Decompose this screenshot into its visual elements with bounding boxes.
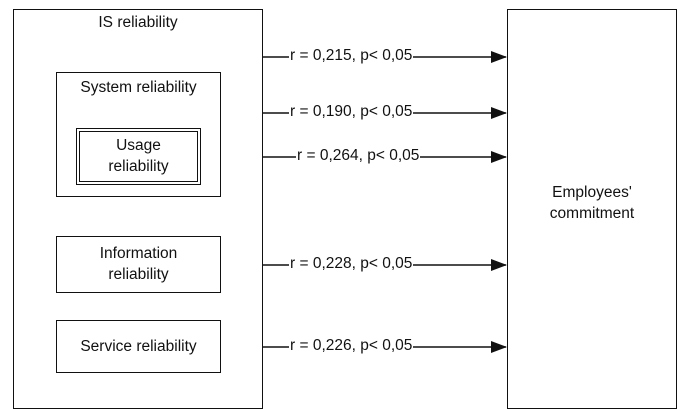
employees-commitment-box (507, 9, 677, 409)
information-reliability-label: Information reliability (99, 245, 178, 283)
information-reliability-box (56, 236, 221, 293)
usage-reliability-label: Usage reliability (108, 137, 169, 175)
relation-label-information: r = 0,228, p< 0,05 (289, 255, 414, 273)
relation-label-system: r = 0,190, p< 0,05 (289, 103, 414, 121)
relation-label-service: r = 0,226, p< 0,05 (289, 337, 414, 355)
is-reliability-label: IS reliability (98, 14, 178, 31)
relation-label-usage: r = 0,264, p< 0,05 (296, 147, 421, 165)
service-reliability-box (56, 320, 221, 373)
usage-reliability-inner-box (79, 131, 198, 182)
employees-commitment-label: Employees' commitment (549, 184, 635, 222)
service-reliability-label: Service reliability (80, 338, 197, 355)
system-reliability-label: System reliability (80, 79, 197, 96)
relation-label-is: r = 0,215, p< 0,05 (289, 47, 414, 65)
